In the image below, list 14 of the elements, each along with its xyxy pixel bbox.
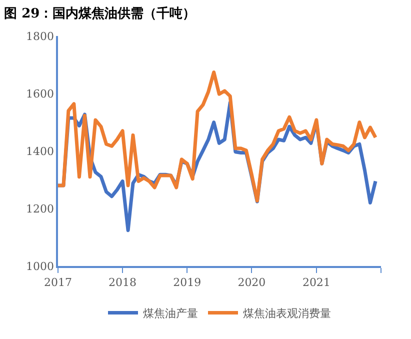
y-tick-label: 1200 [26,202,54,216]
y-tick-label: 1600 [26,87,54,100]
x-tick-label: 2020 [238,276,266,289]
x-tick-label: 2021 [302,276,330,289]
legend-label: 煤焦油表观消费量 [243,306,331,320]
y-tick-label: 1400 [26,144,54,158]
x-tick-label: 2019 [173,276,202,289]
x-tick-label: 2017 [44,276,72,289]
y-tick-label: 1800 [26,30,54,43]
legend-label: 煤焦油产量 [143,306,198,320]
x-tick-label: 2018 [108,276,137,289]
y-tick-label: 1000 [26,260,54,273]
chart-title: 图 29：国内煤焦油供需（千吨） [4,6,196,22]
line-series [58,70,378,202]
